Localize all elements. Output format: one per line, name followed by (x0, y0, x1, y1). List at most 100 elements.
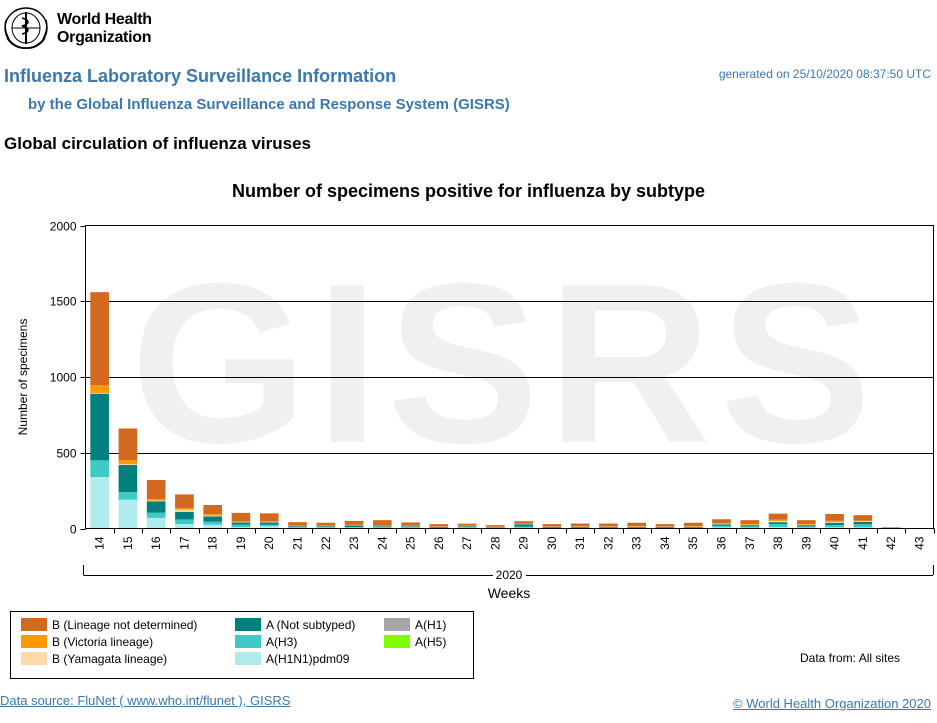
bar-stack-week-22 (316, 522, 336, 529)
legend-swatch (235, 652, 261, 665)
bar-segment (486, 525, 505, 527)
y-axis: 0 500 1000 1500 2000 (50, 220, 86, 537)
bar-segment (90, 385, 109, 393)
bar-segment (90, 392, 109, 394)
y-tick-label: 500 (56, 447, 76, 461)
x-axis-label: Weeks (488, 585, 531, 601)
bar-segment (825, 520, 844, 522)
bar-segment (627, 526, 647, 528)
bar-segment (288, 522, 307, 526)
bar-segment (372, 520, 392, 526)
bar-segment (712, 525, 731, 528)
legend-swatch (235, 635, 261, 648)
legend-item-b-lineage-nd: B (Lineage not determined) (21, 618, 197, 632)
x-tick-label: 26 (432, 536, 446, 550)
bar-stack-week-41 (853, 515, 873, 529)
bar-stack-week-25 (401, 522, 420, 529)
bar-segment (796, 526, 816, 528)
watermark: GISRS (130, 237, 880, 491)
chart: GISRS 0 500 1000 1500 2000 14 15 16 17 18 19 20 21 2… (16, 220, 935, 601)
bar-segment (825, 527, 844, 529)
x-tick-label: 35 (686, 536, 700, 550)
chart-title: Number of specimens positive for influen… (231, 181, 706, 201)
x-tick-label: 37 (743, 536, 757, 550)
legend-swatch (384, 635, 410, 648)
bar-segment (712, 519, 731, 524)
bar-segment (401, 522, 420, 526)
legend-item-a-h3: A(H3) (235, 635, 297, 649)
bar-segment (90, 393, 109, 461)
bar-segment (259, 513, 279, 522)
bar-segment (146, 517, 166, 529)
bar-segment (796, 523, 816, 525)
bar-segment (316, 522, 336, 526)
bar-segment (853, 527, 873, 529)
page-subtitle: by the Global Influenza Surveillance and… (28, 96, 510, 113)
bar-segment (712, 527, 731, 529)
bar-stack-week-17 (175, 494, 194, 529)
bar-segment (768, 519, 788, 521)
bar-segment (740, 526, 760, 528)
bars (90, 292, 929, 529)
bar-segment (203, 521, 223, 525)
x-tick-label: 40 (828, 536, 842, 550)
bar-segment (401, 526, 420, 528)
bar-segment (457, 526, 477, 527)
x-tick-label: 27 (460, 536, 474, 550)
bar-stack-week-34 (655, 524, 675, 529)
legend-item-a-h5: A(H5) (384, 635, 446, 649)
bar-segment (768, 513, 788, 520)
legend-swatch (384, 618, 410, 631)
bar-segment (825, 522, 844, 526)
bar-segment (175, 519, 194, 524)
bar-segment (853, 520, 873, 522)
bar-segment (231, 522, 251, 525)
bar-segment (231, 521, 251, 522)
bar-segment (146, 501, 166, 513)
legend-item-b-yamagata: B (Yamagata lineage) (21, 652, 167, 666)
who-emblem-icon (4, 7, 48, 49)
bar-segment (288, 526, 307, 528)
bar-stack-week-15 (118, 428, 138, 529)
bar-segment (175, 494, 194, 509)
x-tick-label: 19 (234, 536, 248, 550)
bar-segment (796, 520, 816, 524)
bar-segment (599, 523, 618, 527)
bar-segment (853, 521, 873, 522)
x-tick-label: 41 (856, 536, 870, 550)
bar-segment (401, 526, 420, 527)
bar-segment (203, 516, 223, 522)
generated-timestamp: generated on 25/10/2020 08:37:50 UTC (718, 67, 931, 81)
bar-segment (175, 508, 194, 510)
bar-segment (683, 526, 703, 528)
legend-item-b-victoria: B (Victoria lineage) (21, 635, 153, 649)
copyright-link[interactable]: © World Health Organization 2020 (733, 696, 931, 711)
bar-segment (655, 526, 675, 528)
data-source-link[interactable]: Data source: FluNet ( www.who.int/flunet… (0, 693, 291, 708)
bar-stack-week-19 (231, 512, 251, 529)
bar-segment (344, 520, 364, 525)
bar-stack-week-40 (825, 513, 844, 529)
bar-segment (231, 524, 251, 527)
bar-segment (146, 512, 166, 518)
bar-segment (853, 515, 873, 521)
bar-segment (231, 512, 251, 522)
x-tick-label: 29 (517, 536, 531, 550)
bar-segment (203, 514, 223, 516)
legend-swatch (235, 618, 261, 631)
x-tick-label: 15 (121, 536, 135, 550)
y-tick-label: 1500 (50, 295, 77, 309)
bar-stack-week-29 (514, 521, 533, 529)
bar-stack-week-39 (796, 520, 816, 529)
bar-stack-week-20 (259, 513, 279, 529)
x-tick-label: 39 (799, 536, 813, 550)
legend-label: A(H1N1)pdm09 (266, 652, 350, 666)
bar-segment (175, 509, 194, 512)
bar-segment (146, 480, 166, 499)
x-tick-label: 24 (375, 536, 389, 550)
bar-segment (372, 526, 392, 527)
x-tick-label: 18 (206, 536, 220, 550)
bar-stack-week-26 (429, 524, 449, 529)
bar-segment (90, 460, 109, 477)
x-tick-label: 28 (488, 536, 502, 550)
